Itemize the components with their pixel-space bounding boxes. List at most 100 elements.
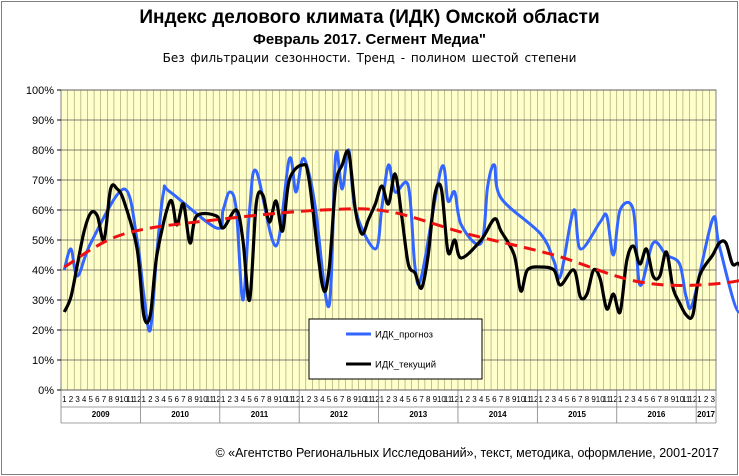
- x-year-label: 2015: [568, 410, 586, 419]
- x-month-label: 5: [406, 395, 411, 404]
- y-tick-label: 70%: [32, 175, 54, 187]
- x-month-label: 9: [194, 395, 199, 404]
- x-month-label: 10: [516, 395, 525, 404]
- x-month-label: 2: [704, 395, 709, 404]
- x-month-label: 7: [102, 395, 107, 404]
- y-tick-label: 100%: [26, 85, 54, 97]
- x-month-label: 2: [466, 395, 471, 404]
- x-month-label: 2: [307, 395, 312, 404]
- x-month-label: 3: [631, 395, 636, 404]
- x-year-label: 2009: [92, 410, 110, 419]
- x-month-label: 3: [552, 395, 557, 404]
- x-month-label: 1: [538, 395, 543, 404]
- y-tick-label: 80%: [32, 145, 54, 157]
- series-layer: [62, 148, 739, 333]
- x-month-label: 10: [199, 395, 208, 404]
- x-month-label: 1: [62, 395, 67, 404]
- x-month-label: 7: [340, 395, 345, 404]
- legend-label: ИДК_прогноз: [375, 330, 433, 341]
- x-month-label: 6: [572, 395, 577, 404]
- x-year-label: 2016: [648, 410, 666, 419]
- x-month-label: 7: [181, 395, 186, 404]
- x-month-label: 9: [591, 395, 596, 404]
- x-month-label: 3: [393, 395, 398, 404]
- x-month-label: 4: [400, 395, 405, 404]
- x-month-label: 12: [371, 395, 380, 404]
- x-month-label: 8: [347, 395, 352, 404]
- x-month-label: 4: [558, 395, 563, 404]
- x-month-label: 6: [175, 395, 180, 404]
- x-year-label: 2010: [171, 410, 189, 419]
- x-month-label: 2: [386, 395, 391, 404]
- x-month-label: 11: [206, 395, 215, 404]
- x-month-label: 6: [651, 395, 656, 404]
- x-month-label: 6: [254, 395, 259, 404]
- x-month-label: 4: [241, 395, 246, 404]
- series-current-line: [62, 149, 739, 325]
- x-month-label: 8: [188, 395, 193, 404]
- y-tick-label: 20%: [32, 325, 54, 337]
- legend-label: ИДК_текущий: [375, 360, 436, 371]
- x-month-label: 10: [278, 395, 287, 404]
- chart-title: Индекс делового климата (ИДК) Омской обл…: [139, 7, 600, 28]
- x-month-label: 6: [333, 395, 338, 404]
- x-month-label: 2: [624, 395, 629, 404]
- x-month-label: 5: [565, 395, 570, 404]
- x-month-label: 4: [82, 395, 87, 404]
- x-month-label: 11: [444, 395, 453, 404]
- x-month-label: 11: [285, 395, 294, 404]
- x-month-label: 10: [119, 395, 128, 404]
- x-month-label: 9: [274, 395, 279, 404]
- x-month-label: 11: [523, 395, 532, 404]
- legend-box: [308, 318, 483, 380]
- x-month-label: 12: [450, 395, 459, 404]
- x-month-label: 6: [492, 395, 497, 404]
- y-tick-label: 0%: [38, 385, 54, 397]
- x-month-label: 1: [618, 395, 623, 404]
- x-year-label: 2013: [409, 410, 427, 419]
- x-month-label: 8: [426, 395, 431, 404]
- x-month-label: 4: [638, 395, 643, 404]
- x-month-label: 2: [148, 395, 153, 404]
- x-month-label: 11: [682, 395, 691, 404]
- x-month-label: 11: [364, 395, 373, 404]
- x-month-label: 3: [234, 395, 239, 404]
- legend: ИДК_прогноз ИДК_текущий: [308, 318, 483, 380]
- x-month-label: 7: [419, 395, 424, 404]
- x-month-label: 5: [486, 395, 491, 404]
- x-month-label: 2: [227, 395, 232, 404]
- x-month-label: 7: [658, 395, 663, 404]
- x-month-label: 5: [247, 395, 252, 404]
- y-tick-label: 40%: [32, 265, 54, 277]
- x-month-label: 6: [95, 395, 100, 404]
- y-axis-ticks: 0% 10% 20% 30% 40% 50% 60% 70% 80% 90% 100%: [26, 85, 61, 397]
- x-month-label: 12: [530, 395, 539, 404]
- copyright-footer: © «Агентство Региональных Исследований»,…: [215, 446, 719, 460]
- x-month-label: 12: [609, 395, 618, 404]
- x-month-label: 11: [126, 395, 135, 404]
- x-month-label: 10: [358, 395, 367, 404]
- x-month-label: 1: [380, 395, 385, 404]
- x-month-label: 9: [512, 395, 517, 404]
- x-month-label: 5: [327, 395, 332, 404]
- chart-note: Без фильтрации сезонности. Тренд - полин…: [162, 51, 577, 65]
- x-month-label: 7: [261, 395, 266, 404]
- y-tick-label: 50%: [32, 235, 54, 247]
- x-month-label: 3: [75, 395, 80, 404]
- chart-subtitle: Февраль 2017. Сегмент Медиа": [253, 31, 486, 48]
- x-month-label: 12: [291, 395, 300, 404]
- y-tick-label: 60%: [32, 205, 54, 217]
- x-month-label: 4: [479, 395, 484, 404]
- x-month-label: 1: [221, 395, 226, 404]
- x-month-label: 8: [664, 395, 669, 404]
- x-month-label: 8: [505, 395, 510, 404]
- x-month-label: 10: [596, 395, 605, 404]
- x-month-label: 2: [545, 395, 550, 404]
- x-month-label: 1: [141, 395, 146, 404]
- x-month-label: 9: [433, 395, 438, 404]
- x-month-label: 3: [155, 395, 160, 404]
- x-month-label: 8: [267, 395, 272, 404]
- x-month-label: 4: [320, 395, 325, 404]
